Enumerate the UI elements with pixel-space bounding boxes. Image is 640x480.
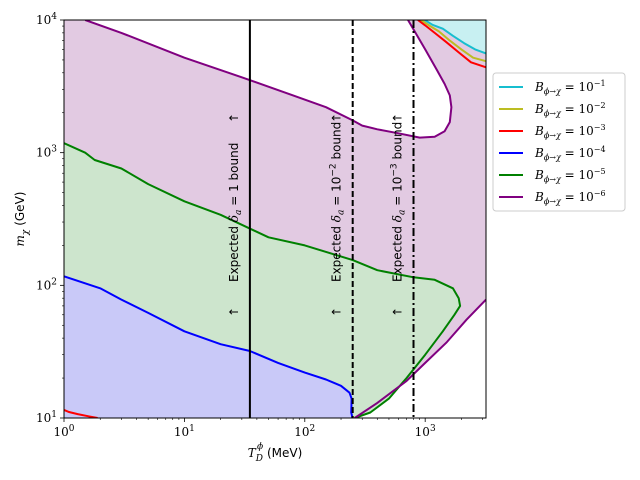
- legend-label-2: Bϕ→χ = 10−2: [534, 101, 606, 118]
- x-tick-label: 101: [174, 424, 195, 439]
- series-line-3-corner: [64, 408, 98, 418]
- legend-box: [492, 72, 626, 212]
- bound-label-1: Expected δa = 1 bound: [227, 143, 244, 282]
- bound-arrow-upper-3: ↑: [391, 113, 405, 123]
- series-line-6: [84, 20, 453, 139]
- y-tick-label: 102: [36, 277, 57, 292]
- bound-label-3: Expected δa = 10−3 bound: [390, 122, 408, 282]
- bound-label-2: Expected δa = 10−2 bound: [329, 122, 347, 282]
- legend-label-5: Bϕ→χ = 10−5: [534, 167, 606, 184]
- series-line-6-lower: [354, 298, 486, 418]
- plot-frame: [63, 19, 487, 419]
- series-curves: [64, 20, 486, 418]
- legend-label-6: Bϕ→χ = 10−6: [534, 189, 606, 206]
- legend-label-4: Bϕ→χ = 10−4: [534, 145, 606, 162]
- series-line-4: [64, 275, 354, 418]
- legend-label-3: Bϕ→χ = 10−3: [534, 123, 606, 140]
- x-tick-label: 102: [294, 424, 315, 439]
- bound-arrow-lower-3: ↑: [391, 307, 405, 317]
- bound-labels: Expected δa = 1 bound↑↑Expected δa = 10−…: [227, 113, 408, 317]
- y-tick-label: 104: [36, 12, 57, 27]
- series-line-3: [417, 20, 486, 69]
- x-tick-label: 100: [53, 424, 74, 439]
- fill-region-1e-4: [64, 276, 353, 418]
- bound-lines: [248, 20, 415, 418]
- series-line-2: [420, 20, 486, 63]
- y-tick-label: 101: [36, 410, 57, 425]
- y-axis-label: mχ (GeV): [13, 192, 31, 247]
- region-fills: [64, 20, 486, 418]
- legend-label-1: Bϕ→χ = 10−1: [534, 79, 606, 96]
- legend: Bϕ→χ = 10−1 Bϕ→χ = 10−2 Bϕ→χ = 10−3 Bϕ→χ = …: [492, 72, 626, 212]
- x-tick-label: 103: [415, 424, 436, 439]
- bound-arrow-upper-1: ↑: [227, 113, 241, 123]
- bound-arrow-lower-2: ↑: [330, 307, 344, 317]
- series-line-1: [424, 20, 486, 55]
- y-tick-label: 103: [36, 145, 57, 160]
- bound-arrow-lower-1: ↑: [227, 307, 241, 317]
- x-axis-label: TDϕ (MeV): [248, 442, 303, 464]
- bound-arrow-upper-2: ↑: [330, 113, 344, 123]
